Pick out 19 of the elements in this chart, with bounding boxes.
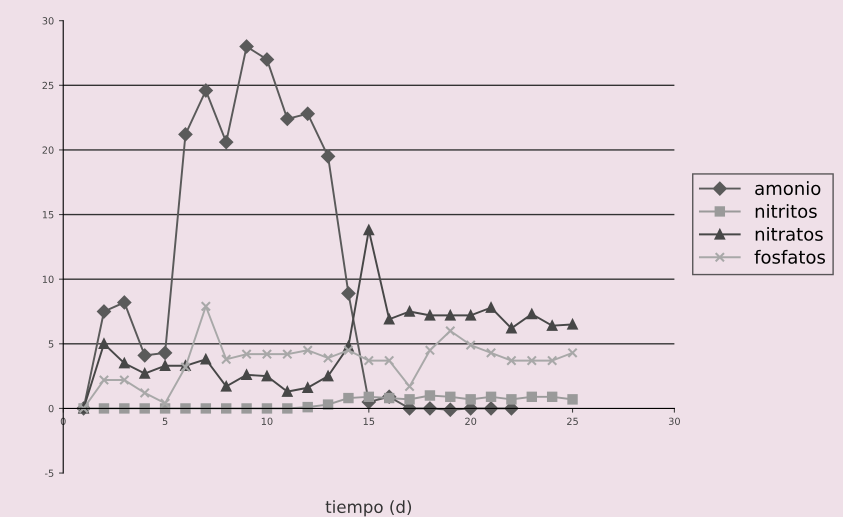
x-tick-label: 15 bbox=[364, 418, 374, 425]
x-tick-label: 20 bbox=[465, 418, 476, 425]
y-tick-label: 5 bbox=[48, 340, 54, 348]
y-tick-label: 15 bbox=[42, 211, 54, 218]
legend-label: fosfatos bbox=[754, 250, 826, 264]
legend-label: nitratos bbox=[756, 226, 823, 241]
y-tick-label: 10 bbox=[42, 276, 54, 284]
x-tick-label: 5 bbox=[162, 418, 168, 425]
x-tick-label: 30 bbox=[668, 418, 680, 425]
legend-label: nitritos bbox=[756, 204, 817, 218]
y-tick-label: 20 bbox=[42, 146, 54, 154]
y-tick-label: 30 bbox=[42, 17, 54, 25]
y-tick-label: 25 bbox=[42, 82, 54, 90]
x-tick-label: 10 bbox=[262, 418, 272, 425]
y-tick-label: -5 bbox=[44, 470, 54, 477]
x-axis-title: tiempo (d) bbox=[326, 500, 412, 516]
legend-label: amonio bbox=[755, 181, 820, 196]
x-tick-label: 25 bbox=[567, 418, 578, 425]
y-tick-label: 0 bbox=[48, 404, 54, 412]
